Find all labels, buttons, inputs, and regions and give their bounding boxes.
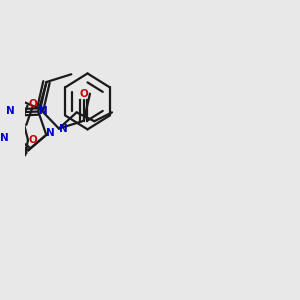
Text: N: N bbox=[46, 128, 55, 138]
Text: N: N bbox=[39, 106, 48, 116]
Text: O: O bbox=[29, 99, 38, 109]
Text: N: N bbox=[0, 133, 8, 143]
Text: N: N bbox=[6, 106, 15, 116]
Text: N: N bbox=[59, 124, 68, 134]
Text: O: O bbox=[80, 89, 88, 99]
Text: O: O bbox=[28, 135, 37, 145]
